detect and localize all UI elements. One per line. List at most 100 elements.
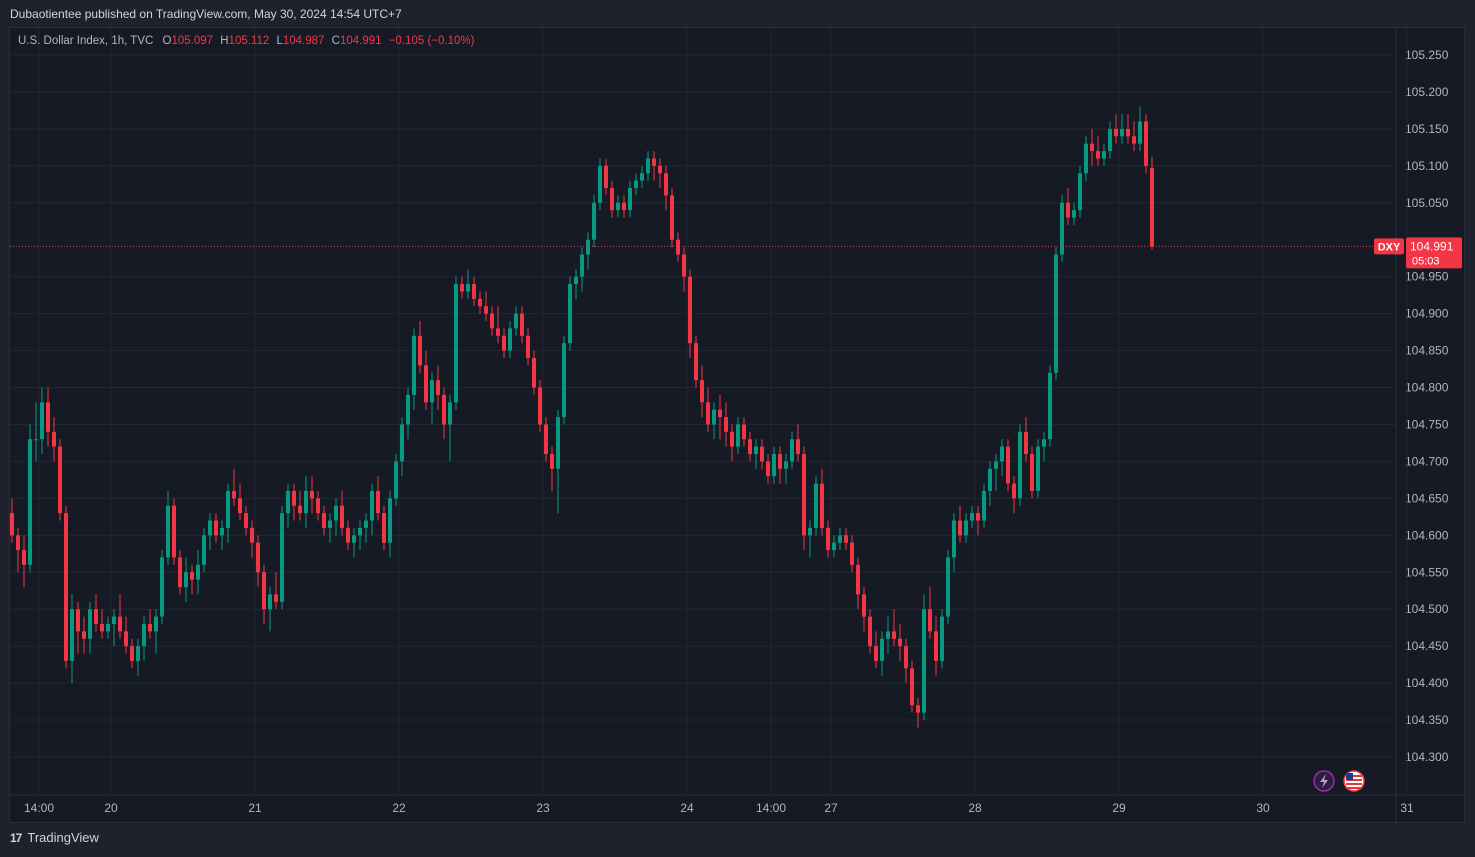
candle-body — [466, 284, 470, 292]
candle-body — [1144, 121, 1148, 166]
candle-body — [514, 313, 518, 329]
candle-body — [1114, 128, 1118, 137]
candle-body — [370, 490, 374, 521]
price-tag-value: 104.991 — [1410, 239, 1454, 253]
y-tick-label: 105.100 — [1405, 159, 1449, 173]
candle-body — [766, 461, 770, 477]
candle-body — [346, 527, 350, 543]
candle-body — [730, 431, 734, 447]
candle-body — [208, 520, 212, 536]
low-label: L — [276, 35, 283, 47]
flag-stripe — [1346, 787, 1362, 789]
candle-body — [916, 705, 920, 713]
candle-body — [976, 513, 980, 521]
flag-stripe — [1346, 779, 1362, 781]
candle-body — [496, 328, 500, 336]
y-tick-label: 104.800 — [1405, 381, 1449, 395]
y-tick-label: 105.200 — [1405, 85, 1449, 99]
candle-body — [952, 520, 956, 558]
y-tick-label: 104.300 — [1405, 750, 1449, 764]
candle-body — [502, 335, 506, 351]
candle-body — [508, 328, 512, 351]
candle-body — [994, 461, 998, 469]
candle-body — [760, 446, 764, 462]
candle-body — [532, 357, 536, 388]
candle-body — [100, 623, 104, 632]
x-tick-label: 29 — [1112, 801, 1126, 815]
x-tick-label: 22 — [392, 801, 406, 815]
candle-body — [154, 616, 158, 632]
candle-body — [436, 380, 440, 395]
symbol-label: U.S. Dollar Index, 1h, TVC — [18, 35, 154, 47]
candle-body — [376, 490, 380, 514]
candle-body — [1018, 431, 1022, 499]
brand-label[interactable]: TradingView — [27, 830, 99, 845]
candle-body — [130, 646, 134, 661]
candle-body — [820, 483, 824, 528]
candle-body — [970, 513, 974, 521]
candle-body — [1006, 446, 1010, 484]
candle-body — [544, 424, 548, 455]
candle-body — [40, 402, 44, 440]
candle-body — [682, 254, 686, 277]
candle-body — [334, 505, 338, 521]
candle-body — [220, 527, 224, 536]
candle-body — [1108, 128, 1112, 152]
candle-body — [1084, 143, 1088, 174]
candle-body — [832, 542, 836, 551]
candle-body — [484, 306, 488, 314]
candle-body — [628, 188, 632, 211]
candle-body — [1090, 143, 1094, 152]
candle-body — [1036, 446, 1040, 491]
candle-body — [922, 609, 926, 713]
candle-body — [1150, 168, 1154, 247]
candle-body — [310, 490, 314, 499]
candle-body — [574, 276, 578, 285]
candle-body — [454, 284, 458, 403]
candle-body — [904, 646, 908, 669]
candle-body — [418, 335, 422, 366]
candle-body — [274, 594, 278, 602]
price-tag-countdown: 05:03 — [1412, 255, 1440, 267]
ohlc-legend: U.S. Dollar Index, 1h, TVC O105.097 H105… — [18, 35, 474, 47]
candle-body — [868, 616, 872, 647]
candle-body — [526, 335, 530, 358]
candle-body — [940, 616, 944, 661]
flag-stripe — [1346, 783, 1362, 785]
candle-body — [268, 594, 272, 610]
candle-body — [538, 387, 542, 425]
high-value: 105.112 — [228, 35, 270, 47]
candle-body — [664, 173, 668, 196]
candle-body — [28, 439, 32, 565]
candle-body — [166, 505, 170, 558]
candle-body — [58, 446, 62, 514]
candle-body — [652, 158, 656, 166]
candle-body — [430, 380, 434, 403]
candle-body — [676, 239, 680, 255]
candle-body — [16, 535, 20, 551]
candle-body — [88, 609, 92, 639]
candle-body — [898, 638, 902, 647]
candle-body — [70, 609, 74, 661]
candle-body — [214, 520, 218, 536]
candle-body — [124, 631, 128, 647]
candle-body — [94, 609, 98, 624]
candle-body — [76, 609, 80, 632]
candle-body — [406, 394, 410, 425]
candle-body — [196, 564, 200, 580]
candle-body — [964, 520, 968, 536]
candle-body — [946, 557, 950, 617]
price-tag-bg — [1406, 237, 1462, 269]
candle-body — [862, 594, 866, 617]
candle-body — [550, 454, 554, 469]
candle-body — [802, 454, 806, 536]
candle-body — [52, 431, 56, 447]
candle-body — [106, 623, 110, 632]
candle-body — [592, 202, 596, 240]
candle-body — [160, 557, 164, 617]
x-tick-label: 31 — [1400, 801, 1414, 815]
x-tick-label: 30 — [1256, 801, 1270, 815]
candle-body — [748, 439, 752, 455]
candle-body — [394, 461, 398, 499]
